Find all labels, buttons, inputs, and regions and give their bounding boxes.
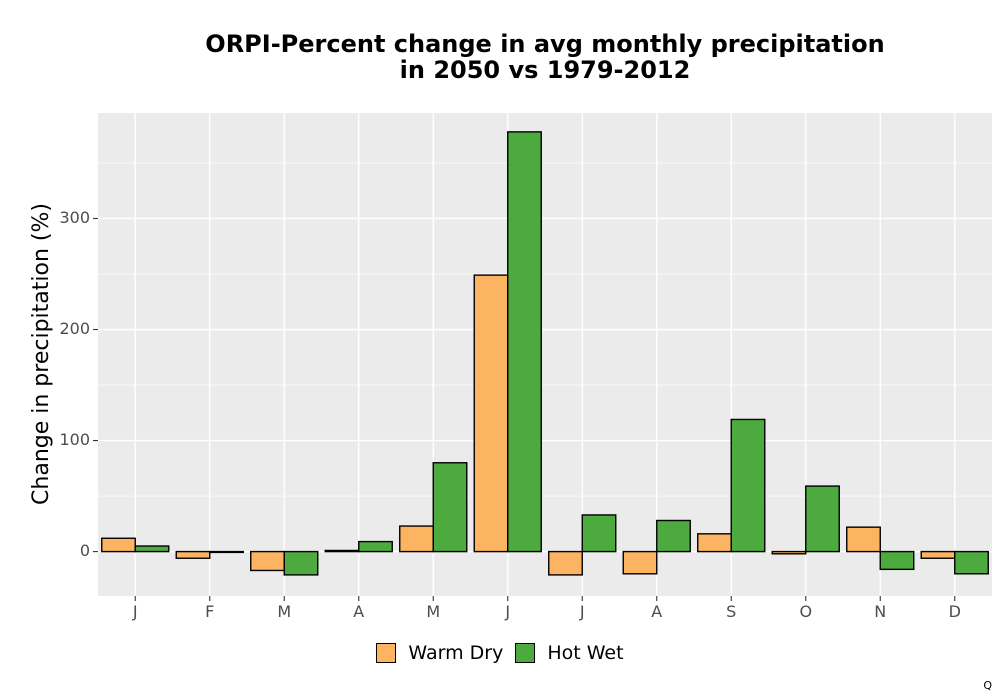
bar-warm-dry-11 <box>920 550 956 559</box>
bar-hot-wet-3 <box>358 540 393 553</box>
x-tick-label: O <box>799 602 812 621</box>
x-tick-label: A <box>651 602 662 621</box>
bar-warm-dry-2 <box>250 550 285 572</box>
bar-hot-wet-6 <box>581 514 617 553</box>
bar-hot-wet-8 <box>730 418 766 553</box>
bar-hot-wet-11 <box>954 550 989 575</box>
x-tick-label: F <box>205 602 214 621</box>
x-tick-label: J <box>132 602 138 621</box>
bar-warm-dry-7 <box>622 550 658 575</box>
y-tick-label: 0 <box>80 541 90 560</box>
bar-warm-dry-5 <box>473 274 509 553</box>
x-tick-label: N <box>874 602 886 621</box>
corner-mark: Q <box>983 679 992 692</box>
axis-layer: 0 100 200 300 J F M A M J J A S O N D <box>59 208 960 621</box>
y-tick-label: 200 <box>59 319 90 338</box>
legend: Warm Dry Hot Wet <box>0 642 1000 664</box>
bar-hot-wet-7 <box>656 519 691 553</box>
x-tick-label: D <box>949 602 961 621</box>
bar-warm-dry-8 <box>697 533 732 553</box>
bar-warm-dry-1 <box>175 550 211 559</box>
legend-swatch-hot-wet <box>515 643 536 663</box>
bar-warm-dry-6 <box>548 550 583 576</box>
x-tick-label: J <box>579 602 585 621</box>
plot-panel <box>98 113 992 596</box>
bar-warm-dry-4 <box>399 525 434 553</box>
x-tick-label: M <box>426 602 440 621</box>
bar-hot-wet-5 <box>507 131 542 553</box>
bar-warm-dry-0 <box>101 537 136 553</box>
chart-title: ORPI-Percent change in avg monthly preci… <box>90 31 1000 83</box>
x-tick-label: M <box>277 602 291 621</box>
y-tick-label: 300 <box>59 208 90 227</box>
bar-layer <box>101 131 989 576</box>
bar-hot-wet-1 <box>209 550 244 554</box>
bar-hot-wet-10 <box>879 550 915 571</box>
chart-title-line-1: ORPI-Percent change in avg monthly preci… <box>205 30 885 58</box>
bar-hot-wet-2 <box>283 550 319 576</box>
y-tick-label: 100 <box>59 430 90 449</box>
bar-hot-wet-9 <box>805 485 840 553</box>
bar-hot-wet-0 <box>134 545 170 553</box>
bar-warm-dry-3 <box>324 549 360 553</box>
bar-warm-dry-9 <box>771 550 807 555</box>
legend-label-warm-dry: Warm Dry <box>408 642 504 664</box>
legend-item-hot-wet: Hot Wet <box>515 642 624 664</box>
y-axis-label: Change in precipitation (%) <box>29 203 54 505</box>
chart-title-line-2: in 2050 vs 1979-2012 <box>399 56 691 84</box>
x-tick-label: S <box>726 602 736 621</box>
x-tick-label: J <box>504 602 510 621</box>
legend-label-hot-wet: Hot Wet <box>547 642 624 664</box>
bar-hot-wet-4 <box>432 462 468 553</box>
bar-warm-dry-10 <box>846 526 881 553</box>
x-tick-label: A <box>353 602 364 621</box>
legend-item-warm-dry: Warm Dry <box>376 642 503 664</box>
legend-swatch-warm-dry <box>376 643 397 663</box>
